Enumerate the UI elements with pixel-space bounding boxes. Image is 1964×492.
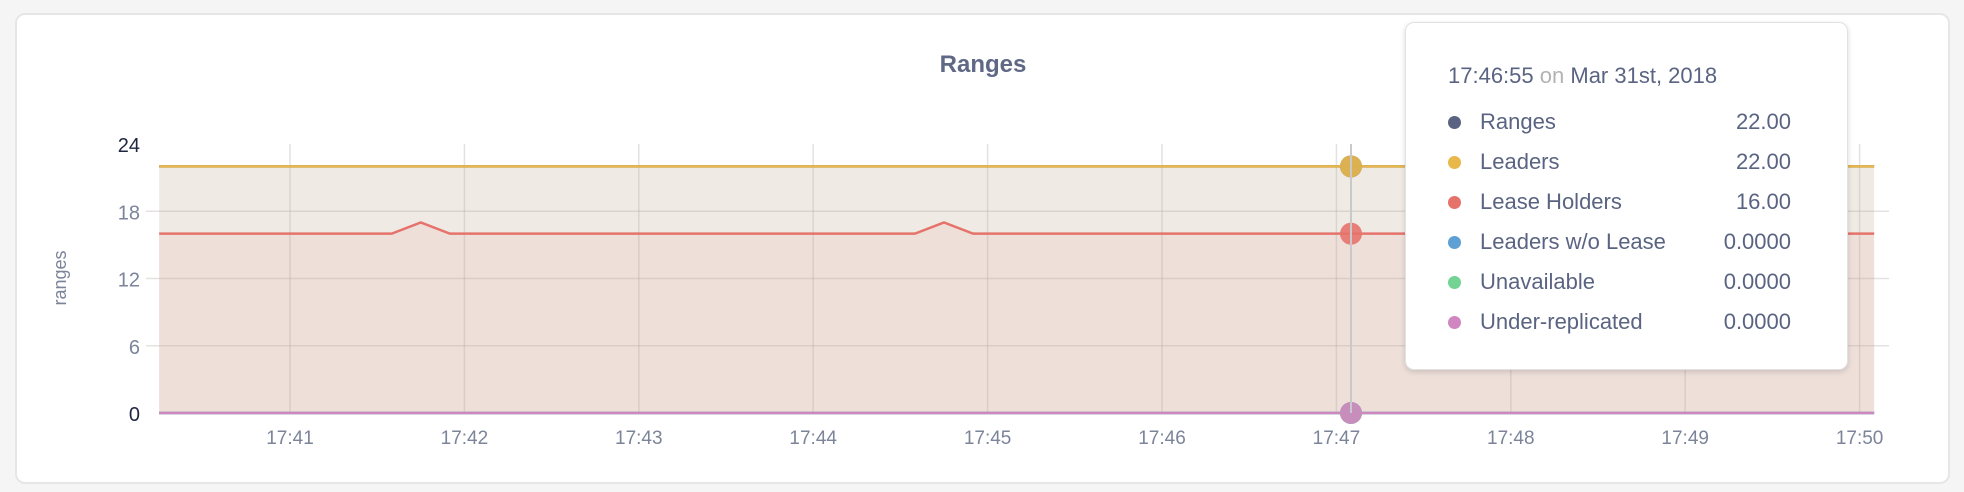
tooltip-row-label: Lease Holders	[1480, 189, 1622, 214]
legend-dot-icon	[1448, 316, 1461, 329]
y-tick-label: 12	[118, 270, 140, 292]
x-tick-label: 17:50	[1836, 428, 1884, 449]
x-tick-label: 17:44	[789, 428, 837, 449]
legend-dot-icon	[1448, 156, 1461, 169]
tooltip-row-value: 0.0000	[1723, 229, 1791, 254]
tooltip-row: Under-replicated 0.0000	[1446, 307, 1791, 337]
tooltip-row: Ranges 22.00	[1446, 107, 1791, 137]
tooltip-row-label: Unavailable	[1480, 269, 1595, 294]
tooltip-row-label: Under-replicated	[1480, 309, 1643, 334]
y-tick-label: 0	[129, 404, 140, 426]
y-tick-label: 18	[118, 202, 140, 224]
tooltip-row: Lease Holders 16.00	[1446, 187, 1791, 217]
x-tick-label: 17:46	[1138, 428, 1186, 449]
tooltip-row: Unavailable 0.0000	[1446, 267, 1791, 297]
x-tick-label: 17:42	[441, 428, 489, 449]
x-tick-label: 17:43	[615, 428, 663, 449]
series-line-lease-holders	[159, 221, 1875, 235]
x-tick-label: 17:47	[1313, 428, 1361, 449]
tooltip-row-label: Leaders	[1480, 149, 1560, 174]
tooltip-row-label: Leaders w/o Lease	[1480, 229, 1666, 254]
chart-tooltip: 17:46:55 on Mar 31st, 2018 Ranges 22.00 …	[1405, 22, 1848, 370]
x-tick-label: 17:49	[1661, 428, 1709, 449]
y-axis-title: ranges	[50, 250, 70, 305]
tooltip-time: 17:46:55	[1448, 63, 1534, 88]
y-tick-label: 6	[129, 337, 140, 359]
tooltip-on: on	[1539, 63, 1565, 88]
tooltip-row-value: 22.00	[1735, 149, 1791, 174]
legend-dot-icon	[1448, 196, 1461, 209]
tooltip-date: Mar 31st, 2018	[1570, 63, 1718, 88]
legend-dot-icon	[1448, 276, 1461, 289]
tooltip-row: Leaders w/o Lease 0.0000	[1446, 227, 1791, 257]
tooltip-header: 17:46:55 on Mar 31st, 2018	[1448, 63, 1717, 89]
x-tick-label: 17:45	[964, 428, 1012, 449]
tooltip-row-value: 0.0000	[1723, 309, 1791, 334]
tooltip-row: Leaders 22.00	[1446, 147, 1791, 177]
legend-dot-icon	[1448, 116, 1461, 129]
legend-dot-icon	[1448, 236, 1461, 249]
tooltip-row-value: 0.0000	[1723, 269, 1791, 294]
tooltip-row-value: 16.00	[1735, 189, 1791, 214]
tooltip-row-value: 22.00	[1735, 109, 1791, 134]
y-tick-label: 24	[118, 135, 140, 157]
chart-title: Ranges	[940, 51, 1027, 78]
tooltip-row-label: Ranges	[1480, 109, 1556, 134]
x-tick-label: 17:41	[266, 428, 314, 449]
x-tick-label: 17:48	[1487, 428, 1535, 449]
